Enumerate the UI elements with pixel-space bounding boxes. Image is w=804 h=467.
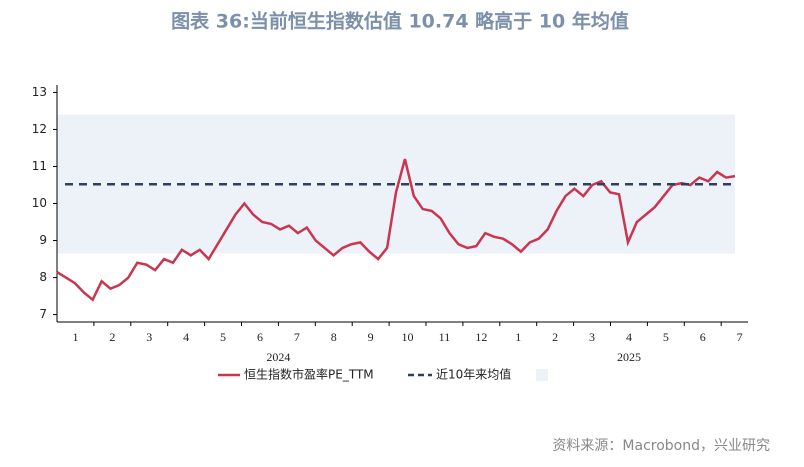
x-tick-label: 7 [294, 330, 300, 344]
x-tick-label: 4 [183, 330, 189, 344]
x-tick-label: 2 [552, 330, 558, 344]
chart-title: 图表 36:当前恒生指数估值 10.74 略高于 10 年均值 [171, 10, 629, 33]
y-tick-label: 7 [39, 307, 47, 321]
x-tick-label: 5 [220, 330, 226, 344]
x-tick-label: 9 [368, 330, 374, 344]
source: 资料来源：Macrobond，兴业研究 [552, 438, 770, 454]
y-tick-label: 12 [32, 122, 47, 136]
x-tick-label: 3 [146, 330, 152, 344]
x-tick-label: 7 [737, 330, 743, 344]
y-tick-label: 10 [32, 196, 47, 210]
x-tick-label: 10 [402, 330, 414, 344]
x-tick-label: 2 [109, 330, 115, 344]
y-tick-label: 9 [39, 233, 47, 247]
year-label: 2024 [266, 350, 290, 364]
x-tick-label: 6 [700, 330, 706, 344]
x-tick-label: 11 [439, 330, 451, 344]
y-tick-label: 13 [32, 85, 47, 99]
year-label: 2025 [617, 350, 641, 364]
x-tick-label: 6 [257, 330, 263, 344]
x-tick-label: 1 [515, 330, 521, 344]
legend-label: 近10年来均值 [436, 367, 511, 382]
y-tick-label: 8 [39, 270, 47, 284]
legend-swatch [536, 369, 548, 381]
x-tick-label: 1 [72, 330, 78, 344]
x-tick-label: 12 [475, 330, 487, 344]
legend-label: 恒生指数市盈率PE_TTM [244, 367, 374, 382]
y-tick-label: 11 [32, 159, 47, 173]
line [56, 158, 736, 302]
x-tick-label: 4 [626, 330, 632, 344]
x-tick-label: 8 [331, 330, 337, 344]
x-tick-label: 5 [663, 330, 669, 344]
x-tick-label: 3 [589, 330, 595, 344]
